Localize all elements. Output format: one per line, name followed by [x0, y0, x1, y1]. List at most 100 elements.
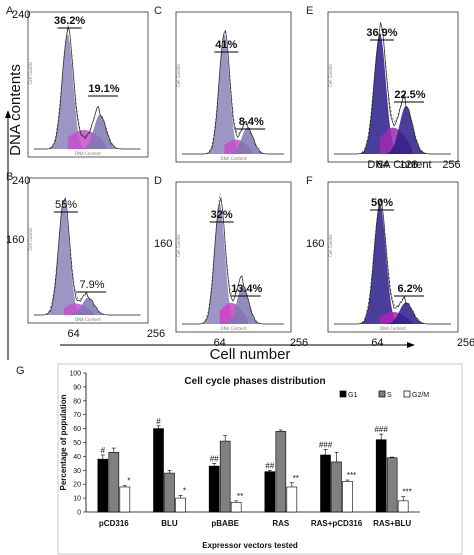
- panel-letter: B: [6, 171, 13, 183]
- x-axis-label: Expressor vectors tested: [202, 541, 298, 550]
- legend-label: G2/M: [412, 392, 429, 399]
- significance-marker: **: [293, 474, 299, 483]
- bar-g1-blu: [153, 428, 164, 513]
- panel-frame: [327, 181, 459, 333]
- significance-marker: *: [127, 477, 130, 486]
- bar-s-pbabe: [219, 440, 231, 513]
- g1-percentage: 36.2%: [54, 15, 85, 27]
- chart-title: Cell cycle phases distribution: [184, 376, 325, 387]
- bar-s-blu: [164, 472, 175, 513]
- g2m-peak: [386, 106, 429, 154]
- fit-curve: [34, 24, 140, 150]
- x-tick: 64: [214, 337, 226, 349]
- panel-letter: A: [6, 5, 14, 17]
- bar-g1-pbabe: [208, 465, 220, 513]
- bar-g1-pcd316: [97, 458, 109, 513]
- g1-percentage: 41%: [215, 39, 237, 51]
- significance-marker: #: [156, 417, 161, 426]
- small-xlabel: DNA Content: [221, 156, 247, 161]
- small-ylabel: Cell Counts: [328, 64, 333, 87]
- significance-marker: ##: [265, 461, 274, 470]
- significance-marker: #: [101, 446, 106, 455]
- g2m-percentage: 13.4%: [231, 283, 262, 295]
- x-tick: 64: [376, 159, 388, 171]
- g2m-peak: [386, 302, 429, 324]
- g1-peak: [359, 204, 401, 324]
- category-label: RAS: [272, 519, 290, 528]
- bar-g2m-ras-blu: [397, 500, 409, 513]
- y-tick-label: 10: [73, 496, 81, 503]
- y-tick-label: 60: [73, 426, 81, 433]
- panel-letter: F: [306, 175, 313, 187]
- y-axis-label: Percentage of population: [59, 394, 68, 490]
- panel-g-frame: [57, 363, 463, 555]
- legend-swatch: [378, 390, 386, 398]
- fit-curve: [182, 31, 284, 155]
- g2m-percentage: 7.9%: [79, 279, 104, 291]
- panel-letter: E: [306, 5, 313, 17]
- g2m-percentage: 8.4%: [239, 116, 264, 128]
- y-tick-label: 0: [77, 510, 81, 517]
- y-axis-arrowhead: [5, 110, 11, 118]
- y-axis-title: DNA contents: [7, 64, 24, 156]
- bar-s-ras: [275, 431, 287, 513]
- x-tick: 256: [290, 337, 308, 349]
- small-ylabel: Cell Counts: [176, 234, 181, 257]
- bar-g2m-pcd316: [119, 486, 131, 513]
- panel-letter-g: G: [16, 365, 25, 377]
- small-ylabel: Cell Counts: [28, 228, 33, 251]
- significance-marker: **: [237, 492, 243, 501]
- g2m-percentage: 6.2%: [397, 283, 422, 295]
- y-tick-label: 30: [73, 468, 81, 475]
- bar-g2m-ras: [286, 486, 298, 513]
- x-axis-title: Cell number: [210, 346, 291, 363]
- small-ylabel: Cell Counts: [28, 62, 33, 85]
- significance-marker: ##: [210, 454, 219, 463]
- g1-peak: [45, 200, 83, 315]
- significance-marker: ***: [347, 471, 356, 480]
- bar-s-pcd316: [108, 451, 120, 513]
- y-tick-label: 100: [69, 371, 81, 378]
- significance-marker: ###: [319, 440, 333, 449]
- x-tick: 64: [67, 328, 79, 340]
- small-xlabel: DNA Content: [75, 317, 101, 322]
- x-axis-arrowhead: [407, 342, 415, 348]
- flow-panel-e: E 36.9% 22.5% Cell Counts 64 128 256 DNA Conten…: [306, 5, 461, 171]
- bar-g2m-pbabe: [230, 501, 242, 513]
- small-xlabel: DNA Content: [75, 151, 101, 156]
- y-tick-label: 50: [73, 440, 81, 447]
- x-tick: 256: [442, 159, 460, 171]
- category-label: RAS+BLU: [373, 519, 411, 528]
- flow-panel-d: D 160 32% 13.4% Cell Counts DNA Content 64 256: [154, 175, 308, 349]
- y-tick-top: 240: [12, 9, 30, 21]
- g2m-peak: [82, 114, 121, 149]
- y-tick-label: 90: [73, 384, 81, 391]
- bar-g1-ras: [264, 471, 276, 513]
- x-tick: 256: [147, 328, 165, 340]
- flow-panel-c: C 41% 8.4% Cell Counts DNA Content: [154, 5, 292, 163]
- small-ylabel: Cell Counts: [176, 64, 181, 87]
- significance-marker: ***: [402, 488, 411, 497]
- y-tick-mid: 160: [306, 238, 324, 250]
- y-tick-label: 40: [73, 454, 81, 461]
- g2m-peak: [230, 127, 268, 154]
- legend-label: S: [387, 392, 392, 399]
- category-label: RAS+pCD316: [311, 519, 363, 528]
- fit-curve: [34, 199, 140, 316]
- y-tick-label: 70: [73, 412, 81, 419]
- small-xlabel: DNA Content: [221, 326, 247, 331]
- x-tick: 64: [371, 337, 383, 349]
- x-tick: 128: [399, 159, 417, 171]
- category-label: BLU: [161, 519, 178, 528]
- bar-s-ras-pcd316: [331, 461, 342, 513]
- bar-g1-ras-blu: [375, 439, 387, 513]
- g2m-percentage: 19.1%: [88, 83, 119, 95]
- y-tick-mid: 160: [6, 234, 24, 246]
- legend-swatch: [403, 390, 411, 398]
- g1-percentage: 32%: [211, 209, 233, 221]
- category-label: pBABE: [211, 519, 239, 528]
- g1-peak: [359, 34, 401, 154]
